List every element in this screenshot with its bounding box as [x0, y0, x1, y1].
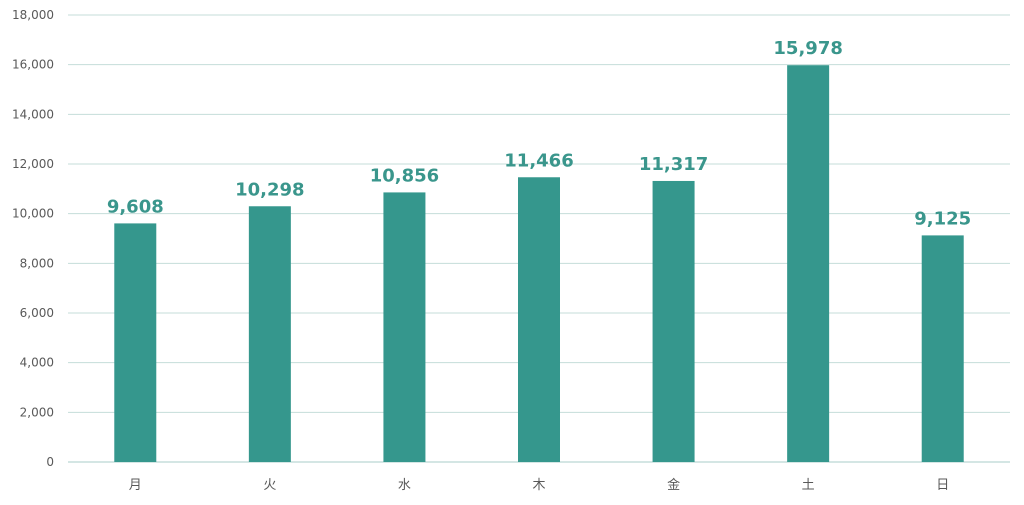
x-tick-label: 月: [129, 478, 142, 493]
y-tick-label: 4,000: [20, 356, 54, 370]
y-tick-label: 8,000: [20, 256, 54, 270]
bar: [652, 180, 695, 462]
y-tick-label: 0: [46, 455, 54, 469]
bar-value-label: 9,608: [107, 196, 164, 217]
bar: [248, 206, 291, 462]
y-tick-label: 6,000: [20, 306, 54, 320]
x-tick-label: 水: [398, 478, 411, 493]
y-axis: 0 2,000 4,000 6,000 8,000 10,000 12,000 14,000 1…: [12, 8, 54, 469]
y-tick-label: 10,000: [12, 207, 54, 221]
bar-value-label: 15,978: [773, 38, 842, 59]
bar: [114, 223, 157, 462]
bar-value-label: 11,466: [504, 150, 573, 171]
bar-value-label: 10,856: [370, 165, 439, 186]
y-tick-label: 14,000: [12, 107, 54, 121]
bar: [787, 65, 830, 462]
x-axis: 月火水木金土日: [129, 477, 949, 493]
x-tick-label: 土: [802, 478, 815, 493]
bar-value-label: 11,317: [639, 154, 708, 175]
bars: [114, 65, 964, 463]
y-tick-label: 12,000: [12, 157, 54, 171]
bar: [383, 192, 426, 462]
bar-value-label: 9,125: [914, 208, 971, 229]
x-tick-label: 日: [936, 478, 949, 493]
x-tick-label: 木: [532, 478, 545, 493]
bar-value-label: 10,298: [235, 179, 304, 200]
y-tick-label: 16,000: [12, 58, 54, 72]
x-tick-label: 金: [667, 477, 680, 493]
data-labels: 9,608 10,298 10,856 11,466 11,317 15,978 9,125: [107, 38, 971, 229]
y-tick-label: 2,000: [20, 405, 54, 419]
bar: [518, 177, 560, 463]
y-tick-label: 18,000: [12, 8, 54, 22]
x-tick-label: 火: [263, 478, 276, 493]
bar: [921, 235, 964, 462]
